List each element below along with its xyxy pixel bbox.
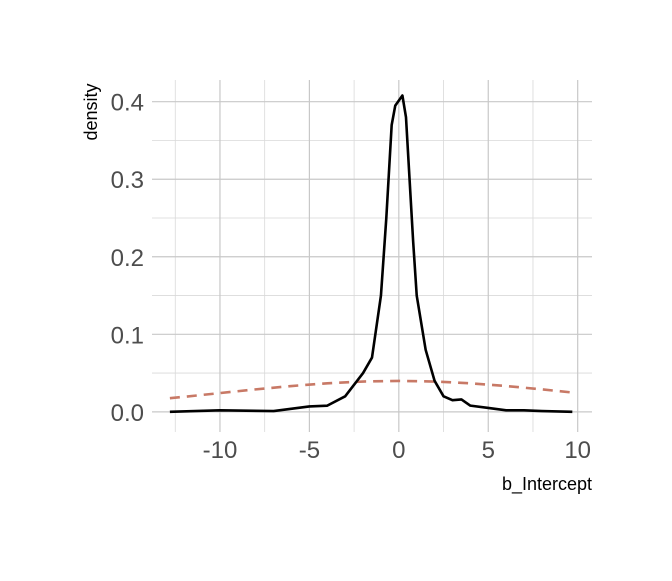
y-tick-label: 0.2 bbox=[111, 245, 144, 272]
x-tick-label: 5 bbox=[482, 437, 495, 464]
y-tick-label: 0.4 bbox=[111, 90, 144, 117]
x-axis-label: b_Intercept bbox=[502, 474, 592, 495]
x-tick-label: 10 bbox=[564, 437, 591, 464]
x-tick-label: 0 bbox=[392, 437, 405, 464]
density-line bbox=[169, 379, 573, 400]
x-tick-label: -10 bbox=[203, 437, 238, 464]
y-tick-label: 0.1 bbox=[111, 322, 144, 349]
y-tick-label: 0.0 bbox=[111, 400, 144, 427]
density-line bbox=[169, 94, 573, 414]
y-tick-label: 0.3 bbox=[111, 167, 144, 194]
y-axis-label: density bbox=[81, 83, 101, 140]
x-tick-label: -5 bbox=[299, 437, 320, 464]
